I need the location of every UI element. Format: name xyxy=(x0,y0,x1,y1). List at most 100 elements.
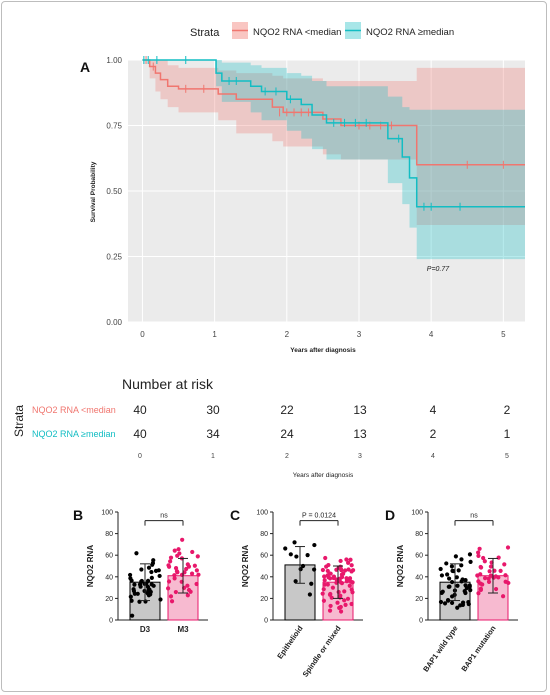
bar-category-label: Epithelioid xyxy=(275,624,305,661)
data-point xyxy=(480,582,485,587)
data-point xyxy=(456,568,461,573)
km-ci-band-1 xyxy=(142,60,525,260)
legend-title: Strata xyxy=(190,27,220,39)
data-point xyxy=(476,579,481,584)
data-point xyxy=(288,552,293,557)
bar-y-tick-label: 40 xyxy=(260,574,268,581)
data-point xyxy=(438,599,444,605)
data-point xyxy=(460,602,466,607)
bar-y-tick-label: 20 xyxy=(260,596,268,603)
data-point xyxy=(185,583,190,588)
data-point xyxy=(482,559,487,564)
data-point xyxy=(146,593,151,598)
data-point xyxy=(338,566,344,572)
data-point xyxy=(449,600,455,605)
data-point xyxy=(345,596,351,601)
data-point xyxy=(337,595,343,600)
panel-label-d: D xyxy=(385,507,395,523)
data-point xyxy=(467,583,472,588)
bar-y-tick-label: 80 xyxy=(105,531,113,538)
data-point xyxy=(491,575,496,580)
data-point xyxy=(321,598,327,603)
risk-row-label-high: NQO2 RNA ≥median xyxy=(32,429,115,439)
km-x-tick-label: 0 xyxy=(140,330,145,339)
significance-label: ns xyxy=(470,513,478,520)
bar-y-tick-label: 40 xyxy=(415,574,423,581)
data-point xyxy=(188,589,193,594)
data-point xyxy=(447,576,452,581)
data-point xyxy=(175,553,180,558)
data-point xyxy=(502,562,507,567)
data-point xyxy=(478,586,483,591)
km-x-tick-label: 4 xyxy=(429,330,434,339)
risk-x-axis-label: Years after diagnosis xyxy=(293,472,354,479)
data-point xyxy=(145,578,151,583)
data-point xyxy=(169,599,175,604)
bar-y-tick-label: 0 xyxy=(109,618,113,625)
bar-y-axis-label: NQO2 RNA xyxy=(396,545,405,587)
data-point xyxy=(468,588,473,593)
data-point xyxy=(343,602,348,607)
data-point xyxy=(347,576,353,581)
data-point xyxy=(292,540,297,545)
data-point xyxy=(478,565,484,570)
risk-value: 1 xyxy=(504,427,511,441)
data-point xyxy=(342,598,347,603)
data-point xyxy=(444,561,449,566)
legend-key-low xyxy=(232,22,248,39)
data-point xyxy=(463,583,468,588)
bar-y-tick-label: 0 xyxy=(264,618,268,625)
data-point xyxy=(438,566,443,572)
data-point xyxy=(166,563,171,568)
data-point xyxy=(172,573,177,578)
km-p-value: P=0.77 xyxy=(427,266,450,273)
data-point xyxy=(138,584,143,589)
data-point xyxy=(331,574,337,579)
data-point xyxy=(334,567,339,572)
data-point xyxy=(475,573,480,578)
bar-y-tick-label: 60 xyxy=(105,553,113,560)
data-point xyxy=(450,594,455,599)
data-point xyxy=(305,553,310,558)
km-curve-1 xyxy=(142,59,525,208)
data-point xyxy=(320,567,326,573)
significance-label: P = 0.0124 xyxy=(302,513,336,520)
data-point xyxy=(327,571,332,576)
risk-value: 4 xyxy=(430,403,437,417)
data-point xyxy=(347,583,352,588)
data-point xyxy=(339,575,345,580)
data-point xyxy=(139,567,144,572)
data-point xyxy=(346,567,351,572)
data-point xyxy=(134,551,139,556)
data-point xyxy=(330,585,336,590)
data-point xyxy=(338,609,344,614)
km-plot: 0.00 0.25 0.50 0.75 1.00 0 1 2 3 4 5 xyxy=(106,56,525,339)
data-point xyxy=(348,557,353,562)
data-point xyxy=(349,587,354,592)
bar-y-tick-label: 40 xyxy=(105,574,113,581)
data-point xyxy=(321,587,326,592)
data-point xyxy=(149,569,154,575)
data-point xyxy=(173,589,178,595)
risk-value: 13 xyxy=(353,403,367,417)
data-point xyxy=(157,573,162,579)
risk-table-strata-label: Strata xyxy=(12,405,26,437)
data-point xyxy=(503,573,508,578)
data-point xyxy=(338,558,343,564)
data-point xyxy=(180,537,185,542)
data-point xyxy=(320,591,325,596)
km-y-tick-label: 0.75 xyxy=(106,122,122,131)
data-point xyxy=(166,579,172,584)
data-point xyxy=(328,603,333,609)
data-point xyxy=(324,564,329,569)
data-point xyxy=(327,608,333,613)
data-point xyxy=(135,591,140,596)
risk-x-tick-label: 5 xyxy=(505,453,509,460)
data-point xyxy=(446,598,451,603)
data-point xyxy=(344,578,349,584)
data-point xyxy=(459,563,464,568)
km-y-tick-label: 0.25 xyxy=(106,253,122,262)
risk-row-label-low: NQO2 RNA <median xyxy=(32,405,116,415)
